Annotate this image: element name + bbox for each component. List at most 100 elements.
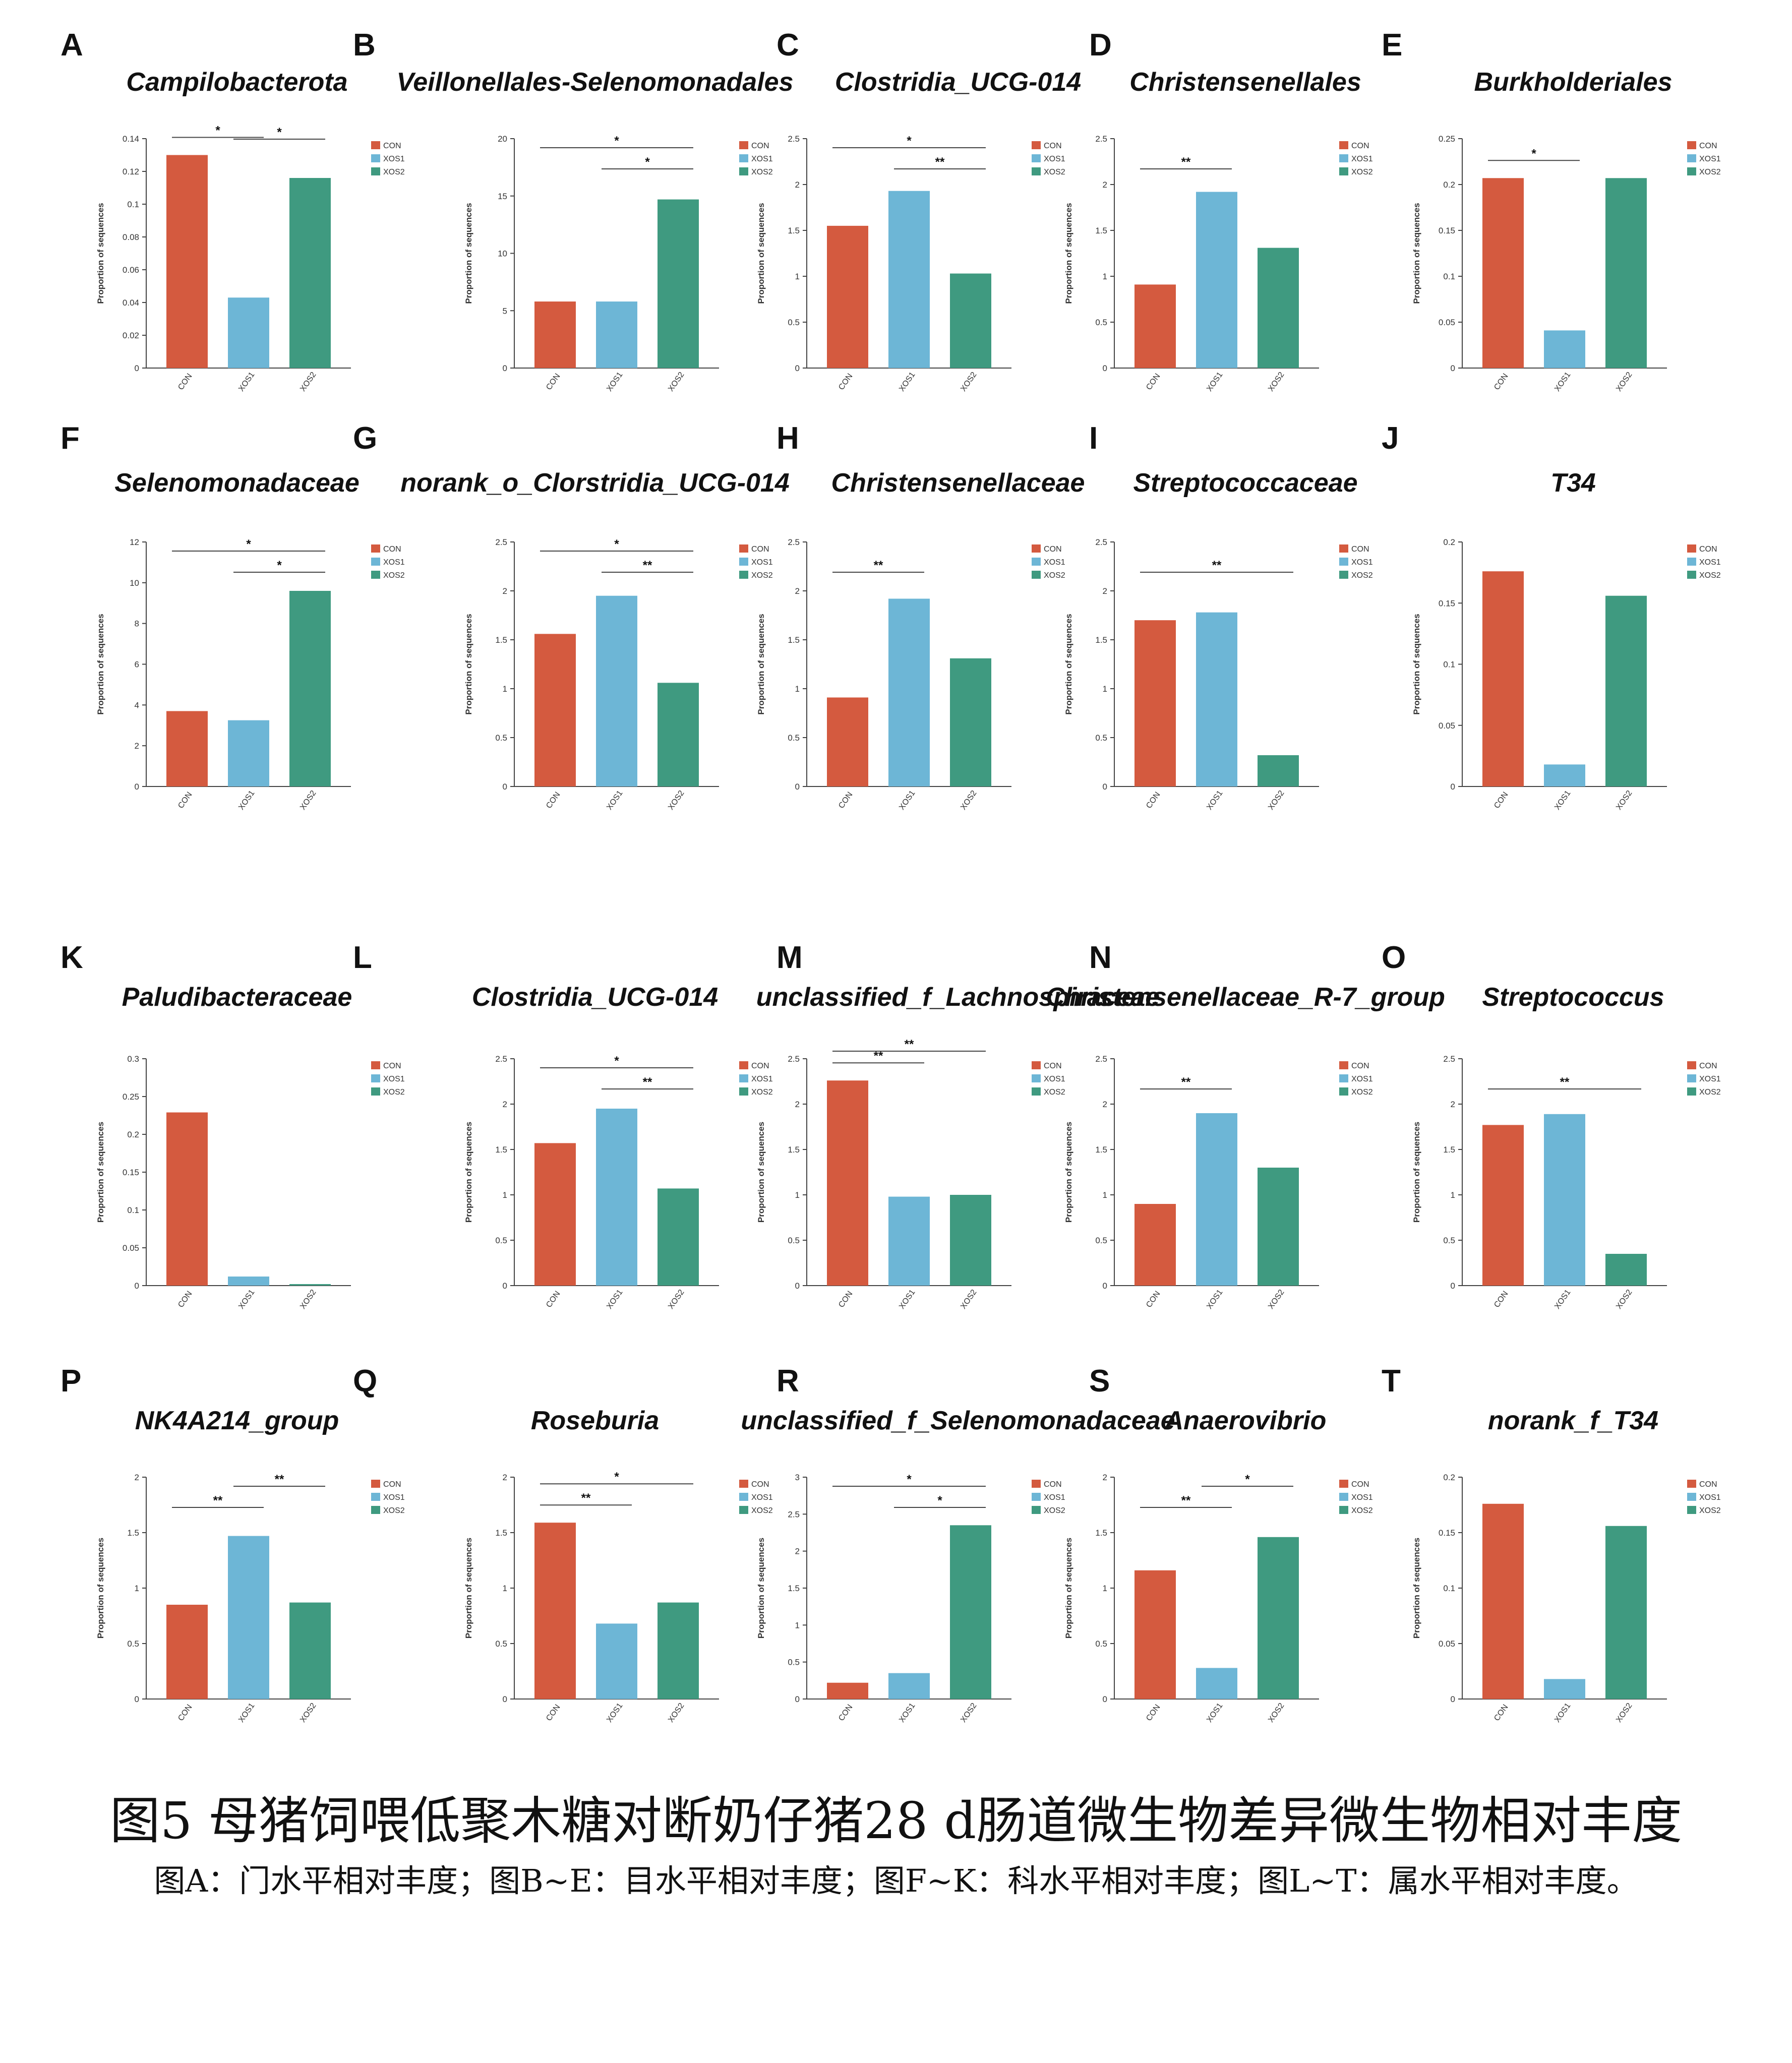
y-tick-label: 2.5 [1095,134,1107,144]
x-tick-label: XOS2 [667,1288,686,1311]
legend-swatch-con [1687,1480,1696,1488]
panel-letter: K [61,940,83,975]
significance-label: * [277,126,282,139]
legend-label: XOS1 [1699,155,1721,163]
y-tick-label: 1 [1103,272,1107,281]
panel-e: E Burkholderiales 0 0.05 0.1 0.15 0.2 0.25 Propo… [1382,28,1721,393]
panel-q: Q Roseburia 0 0.5 1 1.5 2 Proportion of sequenc… [353,1364,773,1724]
y-tick-label: 10 [498,249,507,259]
panel-p: P NK4A214_group 0 0.5 1 1.5 2 Proportion of seq… [61,1364,405,1724]
legend-swatch-con [371,544,380,553]
legend-label: XOS1 [1699,1493,1721,1502]
legend-label: CON [383,1062,401,1070]
legend-swatch-con [371,141,380,149]
y-tick-label: 2.5 [788,1509,800,1519]
legend-swatch-xos1 [1339,558,1348,566]
y-tick-label: 1.5 [1095,226,1107,235]
y-tick-label: 2 [503,586,507,596]
bar-con [1134,620,1176,786]
panel-letter: M [776,940,803,975]
y-tick-label: 0.5 [495,1639,507,1649]
legend-label: XOS2 [1351,571,1373,580]
x-tick-label: XOS1 [1553,1702,1572,1724]
x-tick-label: CON [1492,791,1510,810]
legend-label: CON [383,142,401,150]
significance-label: * [614,134,619,148]
y-tick-label: 2.5 [1095,1054,1107,1064]
legend-label: XOS1 [1699,558,1721,567]
legend-swatch-xos1 [1032,154,1041,162]
y-tick-label: 2 [795,1547,800,1556]
legend-swatch-xos2 [371,1087,380,1096]
legend-swatch-con [739,141,748,149]
legend-swatch-xos1 [371,1074,380,1082]
y-tick-label: 0 [135,1694,139,1704]
significance-label: * [1245,1473,1250,1486]
y-tick-label: 0.1 [1443,660,1455,670]
legend-swatch-xos1 [1032,558,1041,566]
panel-letter: A [61,28,83,63]
x-tick-label: CON [545,1290,562,1309]
legend-swatch-xos2 [1687,1506,1696,1514]
bar-xos1 [228,720,269,786]
y-tick-label: 0 [1103,363,1107,373]
bar-xos2 [1605,595,1647,786]
panel-c: C Clostridia_UCG-014 0 0.5 1 1.5 2 2.5 Proportio… [756,28,1081,393]
panel-title: unclassified_f_Lachnospiraceae [756,983,1160,1012]
bar-xos1 [888,191,930,368]
legend-label: XOS1 [751,558,773,567]
y-tick-label: 0 [135,363,139,373]
y-tick-label: 0.12 [123,167,139,176]
y-tick-label: 0 [795,1694,800,1704]
y-tick-label: 2 [1451,1100,1455,1109]
x-tick-label: CON [545,1703,562,1723]
panel-a: A Campilobacterota 0 0.02 0.04 0.06 0.08 0.1 0.1… [61,28,405,393]
y-tick-label: 2 [1103,1473,1107,1482]
significance-label: * [907,134,912,148]
y-axis-label: Proportion of sequences [1064,614,1073,714]
panel-title: Christensenellaceae [831,468,1085,498]
legend-label: CON [383,1480,401,1489]
bar-xos1 [1196,612,1237,786]
panel-title: Selenomonadaceae [114,468,360,498]
y-tick-label: 2 [1103,180,1107,190]
legend-label: CON [1044,545,1062,554]
y-tick-label: 0 [1451,1281,1455,1291]
bar-xos1 [1544,1679,1585,1699]
panel-title: Paludibacteraceae [122,983,352,1012]
y-tick-label: 0.05 [1439,1639,1455,1649]
panel-title: T34 [1550,468,1596,498]
legend-swatch-xos1 [1687,1493,1696,1501]
panel-letter: H [776,421,799,456]
x-tick-label: CON [837,1290,854,1309]
legend-label: CON [1351,545,1369,554]
legend-label: XOS2 [1044,168,1065,176]
panel-letter: N [1089,940,1112,975]
panel-title: Streptococcaceae [1133,468,1357,498]
bar-xos2 [289,1602,331,1699]
bar-con [166,1605,208,1699]
legend-label: XOS2 [383,1506,405,1515]
y-tick-label: 1 [1451,1190,1455,1200]
y-axis-label: Proportion of sequences [1412,203,1421,304]
significance-label: ** [905,1038,914,1051]
y-tick-label: 3 [795,1473,800,1482]
x-tick-label: XOS2 [1267,1702,1286,1724]
x-tick-label: CON [1145,1703,1162,1723]
x-tick-label: CON [545,372,562,392]
panel-n: N Christensenellaceae_R-7_group 0 0.5 1 1.5 2 2… [1046,940,1445,1311]
x-tick-label: CON [837,1703,854,1723]
y-tick-label: 20 [498,134,507,144]
y-axis-label: Proportion of sequences [756,614,766,714]
x-tick-label: CON [837,791,854,810]
y-tick-label: 2 [135,741,139,751]
x-tick-label: CON [545,791,562,810]
panel-letter: F [61,421,80,456]
x-tick-label: XOS2 [1267,371,1286,393]
legend-label: CON [751,142,769,150]
figure-panels: A Campilobacterota 0 0.02 0.04 0.06 0.08 0.1 0.1… [61,28,1721,1724]
legend-swatch-xos1 [1032,1074,1041,1082]
x-tick-label: XOS1 [605,1288,624,1311]
